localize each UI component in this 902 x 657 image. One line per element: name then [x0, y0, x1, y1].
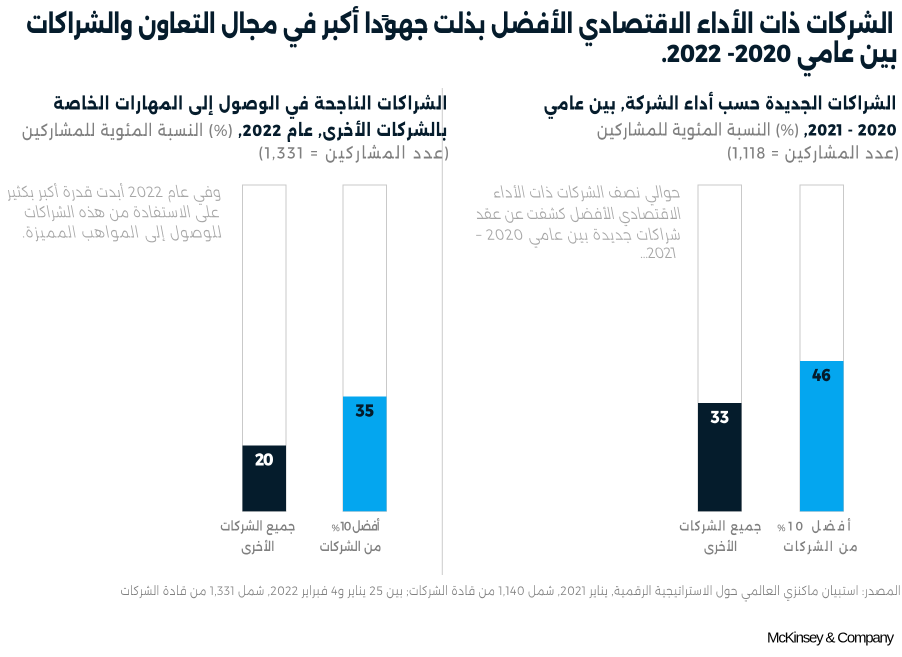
svg-text:McKinsey & Company: McKinsey & Company: [767, 630, 895, 647]
